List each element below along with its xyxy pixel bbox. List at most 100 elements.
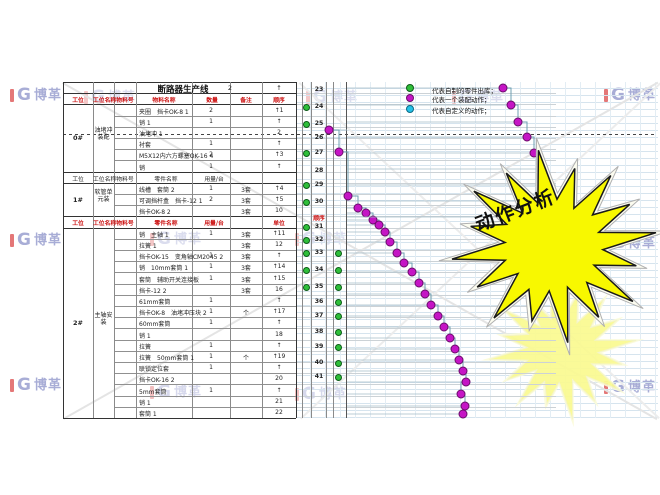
material-name-cell: 销 10mm套筒 1 (139, 265, 189, 273)
register-number: 36 (314, 298, 324, 305)
material-name-cell: 销 1 (139, 332, 151, 340)
table-row-line (114, 250, 296, 251)
note-cell: 3套 (241, 287, 251, 295)
seq-cell: ↑ (276, 319, 282, 327)
assembly-action-dot (324, 125, 334, 135)
seq-cell: 22 (275, 409, 283, 416)
assembly-action-dot (426, 300, 436, 310)
table-row-line (114, 328, 296, 330)
note-cell: 个 (242, 355, 249, 362)
qty-cell: 1 (209, 162, 213, 170)
register-number: 38 (314, 328, 324, 335)
assembly-action-dot (343, 191, 353, 201)
material-name-cell: 5mm套筒 (139, 388, 167, 396)
material-name-cell: 销 1 (139, 399, 151, 407)
row-extension-line (296, 182, 556, 184)
table-row-line (63, 93, 296, 95)
register-number: 35 (314, 283, 324, 290)
assembly-action-dot (513, 117, 523, 127)
seq-cell: ↑ (276, 162, 282, 170)
note-cell: 3套 (241, 209, 251, 217)
register-number: 31 (314, 223, 324, 230)
row-extension-line (296, 306, 556, 307)
station-id: 2# (73, 318, 83, 327)
table-row-line (114, 272, 296, 274)
seq-cell: ↑19 (272, 353, 286, 360)
starburst-shape (451, 150, 657, 343)
register-number: 40 (314, 359, 324, 366)
register-column-line (296, 82, 297, 418)
register-column-line (302, 82, 303, 418)
qty-cell: 1 (209, 341, 213, 349)
material-name-cell: 挡卡OK-8 2 (139, 209, 171, 217)
table-column-line (230, 82, 231, 418)
register-column-line (346, 82, 347, 418)
material-name-cell: 可调挡杆盒 挡卡-12 1 (139, 198, 203, 206)
seq-cell: ↑ (276, 341, 282, 349)
part-outbound-dot (335, 343, 342, 351)
starburst-echo (489, 280, 637, 420)
register-column-line (333, 82, 334, 418)
seq-cell: ↑3 (274, 151, 284, 159)
qty-cell: 2 (209, 151, 213, 159)
seq-cell: ↑5 (274, 196, 284, 204)
assembly-action-dot (450, 344, 460, 354)
note-cell: 3套 (241, 254, 251, 262)
note-cell: 3套 (241, 243, 251, 250)
qty-cell: 1 (209, 386, 213, 394)
part-outbound-dot (303, 266, 310, 274)
table-row-line (114, 350, 296, 352)
seq-cell: ↑ (276, 140, 282, 148)
table-row-line (63, 227, 296, 229)
col-header3-usage: 用量/台 (204, 221, 224, 228)
material-name-cell: 挡卡-12 2 (139, 287, 167, 295)
register-header: 顺序 (313, 216, 325, 222)
note-cell: 3套 (241, 265, 251, 273)
assembly-action-dot (439, 322, 449, 332)
legend-dot (406, 84, 414, 92)
table-row-line (114, 384, 296, 386)
seq-cell: ↑17 (272, 308, 286, 316)
col-header3-unit: 单位 (273, 221, 285, 228)
row-extension-line (296, 126, 556, 128)
table-row-line (114, 160, 296, 162)
row-extension-line (296, 138, 556, 139)
seq-cell: ↑11 (272, 229, 286, 237)
assembly-action-dot (353, 203, 363, 213)
table-row-line (114, 194, 296, 195)
top-row-qty: 2 (227, 84, 233, 92)
table-column-line (93, 82, 94, 418)
col-header-qty: 数量 (206, 98, 218, 105)
table-row-line (114, 138, 296, 139)
note-cell: 个 (242, 310, 249, 318)
station-name: 主轴安装 (94, 311, 113, 326)
col-header-material-name: 物料名称 (152, 98, 176, 105)
part-outbound-dot (335, 312, 342, 320)
material-name-cell: 联锁定位套 (139, 366, 170, 374)
row-extension-line (296, 171, 556, 173)
row-extension-line (296, 362, 556, 363)
row-extension-line (296, 395, 556, 397)
qty-cell: 1 (209, 117, 213, 125)
material-name-cell: 60mm套筒 (139, 321, 171, 329)
note-cell: 3套 (241, 231, 251, 239)
register-number: 29 (314, 181, 324, 188)
part-outbound-dot (303, 236, 310, 244)
assembly-action-dot (420, 289, 430, 299)
station-id: 1# (73, 195, 83, 204)
assembly-action-dot (458, 366, 468, 376)
row-extension-line (296, 339, 556, 341)
row-extension-line (296, 160, 556, 162)
starburst-echo (481, 273, 645, 428)
row-extension-line (296, 283, 556, 285)
qty-cell: 2 (209, 106, 213, 114)
legend-dot (406, 104, 414, 113)
top-row-seq: ↑ (276, 84, 282, 92)
material-name-cell: 销 1 (139, 119, 151, 127)
note-cell: 3套 (241, 276, 251, 284)
part-outbound-dot (303, 223, 310, 231)
assembly-action-dot (380, 227, 390, 237)
table-row-line (114, 149, 296, 151)
